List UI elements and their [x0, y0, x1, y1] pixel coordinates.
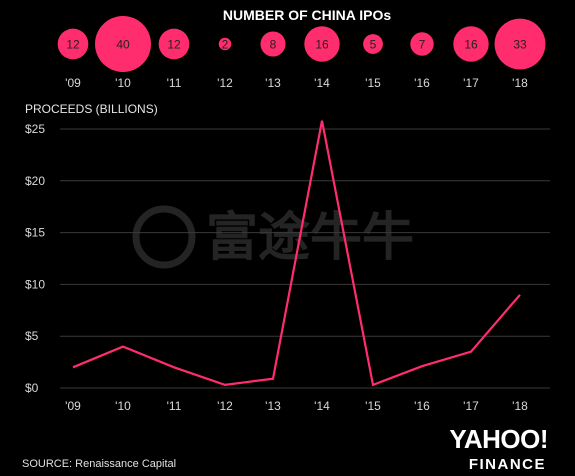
- bubble-label-5: 16: [315, 38, 329, 52]
- source-note: SOURCE: Renaissance Capital: [22, 458, 176, 470]
- y-tick-2: $10: [25, 277, 45, 291]
- bubble-label-2: 12: [167, 38, 181, 52]
- finance-logo: FINANCE: [469, 456, 546, 473]
- bubble-x-tick-3: '12: [217, 76, 233, 90]
- line-x-tick-5: '14: [314, 399, 330, 413]
- line-x-tick-8: '17: [463, 399, 479, 413]
- bubble-label-0: 12: [66, 38, 80, 52]
- line-chart-ylabel: PROCEEDS (BILLIONS): [25, 102, 158, 116]
- line-chart-x-axis: '09 '10 '11 '12 '13 '14 '15 '16 '17 '18: [65, 399, 528, 413]
- line-x-tick-3: '12: [217, 399, 233, 413]
- bubble-chart-title: NUMBER OF CHINA IPOs: [223, 7, 391, 23]
- watermark: 富途牛牛: [132, 205, 414, 269]
- bubble-x-tick-1: '10: [115, 76, 131, 90]
- y-tick-0: $0: [25, 381, 39, 395]
- proceeds-line: [72, 120, 521, 387]
- bubble-x-tick-4: '13: [265, 76, 281, 90]
- bubble-x-tick-9: '18: [512, 76, 528, 90]
- bubble-0: [57, 28, 89, 60]
- bubble-label-7: 7: [419, 38, 426, 52]
- line-x-tick-6: '15: [365, 399, 381, 413]
- bubble-4: [260, 31, 286, 57]
- watermark-logo-icon: [132, 205, 196, 269]
- y-tick-3: $15: [25, 226, 45, 240]
- line-x-tick-4: '13: [265, 399, 281, 413]
- y-tick-4: $20: [25, 174, 45, 188]
- yahoo-logo: YAHOO!: [449, 424, 548, 454]
- line-x-tick-0: '09: [65, 399, 81, 413]
- line-chart-y-axis: $0 $5 $10 $15 $20 $25: [25, 122, 45, 395]
- bubble-label-1: 40: [116, 38, 130, 52]
- bubble-9: [494, 18, 546, 70]
- bubble-x-tick-5: '14: [314, 76, 330, 90]
- bubble-label-8: 16: [464, 38, 478, 52]
- line-x-tick-7: '16: [414, 399, 430, 413]
- bubble-1: [95, 16, 151, 72]
- bubble-x-tick-2: '11: [167, 76, 182, 90]
- watermark-text: 富途牛牛: [206, 209, 414, 267]
- bubble-x-tick-6: '15: [365, 76, 381, 90]
- line-x-tick-2: '11: [167, 399, 182, 413]
- bubble-label-4: 8: [270, 38, 277, 52]
- bubble-7: [410, 32, 434, 56]
- bubble-8: [453, 26, 489, 62]
- bubble-x-axis: '09 '10 '11 '12 '13 '14 '15 '16 '17 '18: [65, 76, 528, 90]
- bubble-6: [363, 34, 383, 54]
- bubble-label-9: 33: [513, 38, 527, 52]
- bubble-2: [158, 28, 190, 60]
- line-x-tick-1: '10: [115, 399, 131, 413]
- y-tick-5: $25: [25, 122, 45, 136]
- bubble-x-tick-0: '09: [65, 76, 81, 90]
- line-chart-grid: [60, 128, 550, 389]
- bubble-5: [304, 26, 340, 62]
- bubble-x-tick-7: '16: [414, 76, 430, 90]
- bubble-series: 12 40 12 2 8 16 5 7 16 33: [57, 16, 546, 72]
- bubble-label-6: 5: [370, 38, 377, 52]
- bubble-3: [218, 37, 232, 51]
- line-x-tick-9: '18: [512, 399, 528, 413]
- y-tick-1: $5: [25, 329, 39, 343]
- bubble-label-3: 2: [222, 38, 229, 52]
- bubble-x-tick-8: '17: [463, 76, 479, 90]
